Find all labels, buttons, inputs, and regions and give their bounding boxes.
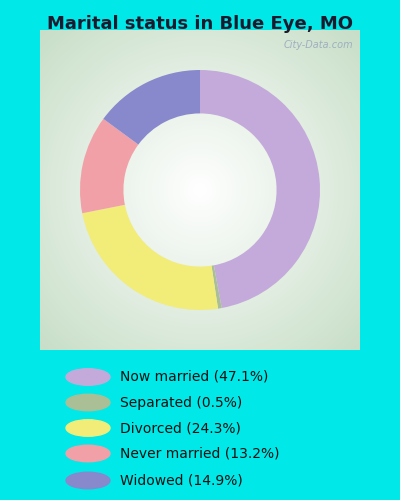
Circle shape <box>66 445 110 462</box>
Circle shape <box>66 369 110 385</box>
Wedge shape <box>80 119 138 213</box>
Text: Marital status in Blue Eye, MO: Marital status in Blue Eye, MO <box>47 15 353 33</box>
Circle shape <box>66 472 110 489</box>
Circle shape <box>66 394 110 411</box>
Text: Widowed (14.9%): Widowed (14.9%) <box>120 474 243 488</box>
Text: Divorced (24.3%): Divorced (24.3%) <box>120 421 241 435</box>
Text: Never married (13.2%): Never married (13.2%) <box>120 446 280 460</box>
Wedge shape <box>82 205 218 310</box>
Circle shape <box>66 420 110 436</box>
Text: Now married (47.1%): Now married (47.1%) <box>120 370 268 384</box>
Text: City-Data.com: City-Data.com <box>284 40 354 50</box>
Wedge shape <box>212 266 222 308</box>
Text: Separated (0.5%): Separated (0.5%) <box>120 396 242 409</box>
Wedge shape <box>103 70 200 144</box>
Wedge shape <box>200 70 320 308</box>
